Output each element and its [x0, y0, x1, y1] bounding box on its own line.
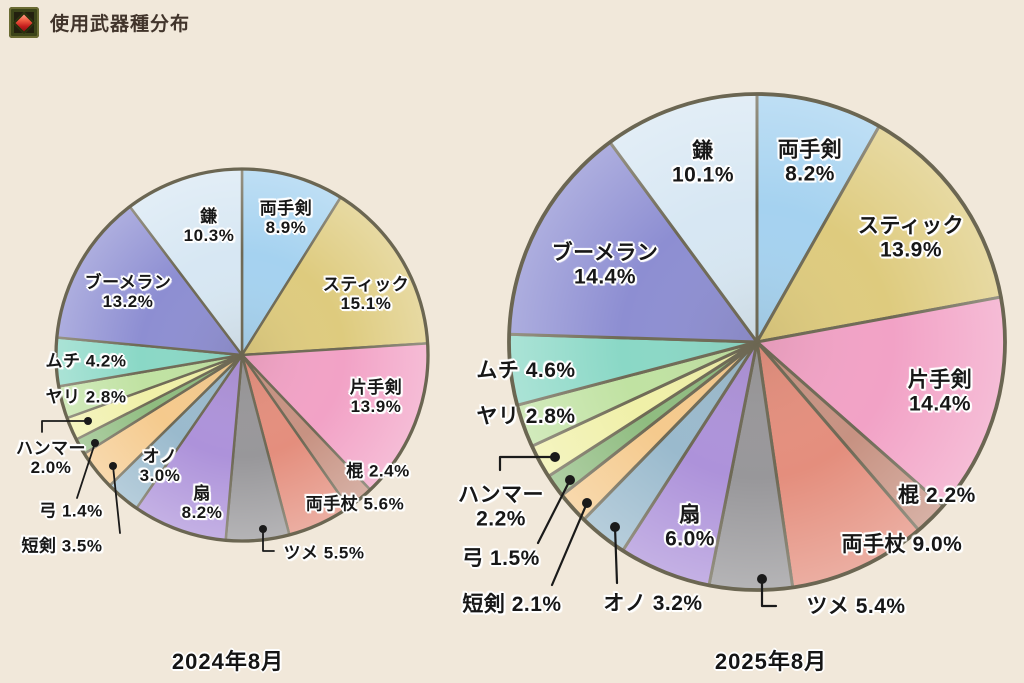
leader-dot-bow	[91, 439, 99, 447]
leader-dot-axe	[610, 522, 620, 532]
chart-caption-2025-08: 2025年8月	[714, 649, 828, 674]
gem-emblem-icon	[9, 7, 39, 38]
leader-line-hammer	[498, 455, 557, 472]
leader-dot-hammer	[84, 417, 92, 425]
leader-dot-claws	[259, 525, 267, 533]
leader-dot-hammer	[550, 452, 560, 462]
chart-caption-2024-08: 2024年8月	[171, 649, 285, 674]
page-title: 使用武器種分布	[50, 14, 191, 35]
page-header: 使用武器種分布	[9, 7, 190, 38]
leader-line-bow	[76, 442, 96, 499]
leader-line-claws	[262, 528, 275, 552]
leader-dot-claws	[757, 574, 767, 584]
leader-dot-bow	[565, 475, 575, 485]
leader-line-bow	[536, 478, 572, 545]
leader-dot-dagger	[109, 462, 117, 470]
leader-line-axe	[613, 525, 619, 585]
leader-dot-dagger	[582, 498, 592, 508]
leader-line-hammer	[41, 420, 89, 433]
leader-line-dagger	[112, 465, 121, 534]
leader-line-dagger	[550, 501, 589, 587]
leader-line-claws	[760, 577, 778, 608]
